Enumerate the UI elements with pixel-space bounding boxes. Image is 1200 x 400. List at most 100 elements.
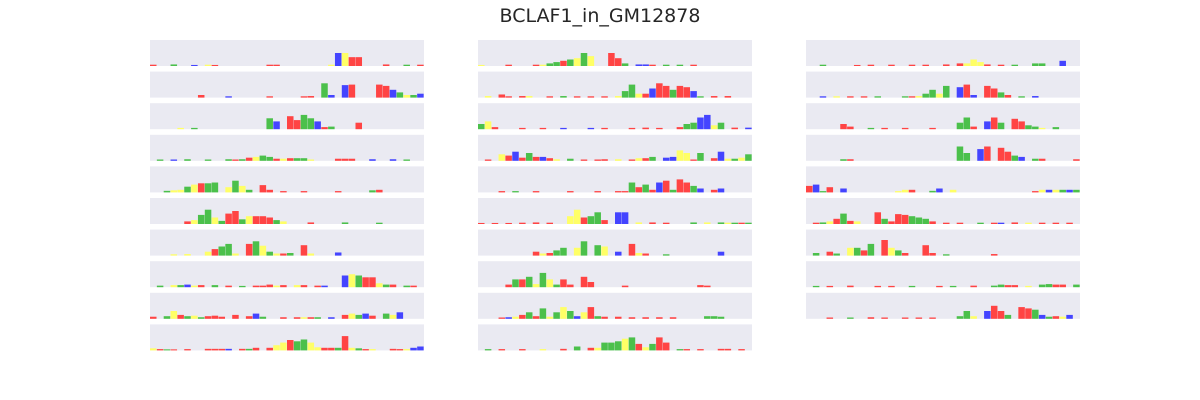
bar-A [211,182,219,193]
bar-T [498,191,506,193]
bar-T [280,285,287,288]
bar-T [929,221,936,224]
bar-T [615,58,622,66]
bar-C [184,284,191,288]
bar-G [546,316,554,319]
bar-C [505,317,512,319]
bar-T [806,185,813,193]
bar-T [642,317,649,319]
bar-A [396,92,404,98]
bar-A [608,342,615,351]
bar-T [628,317,636,319]
bar-T [280,191,287,193]
bar-T [498,349,506,351]
bar-T [252,216,260,224]
bar-G [573,58,581,66]
bar-C [1038,314,1046,319]
bar-T [594,191,601,193]
bar-T [642,127,649,130]
bar-C [1059,60,1066,66]
bar-G [403,95,410,98]
bar-G [573,247,581,256]
bar-T [321,347,328,351]
bar-A [239,159,246,161]
bar-A [662,64,670,66]
bar-T [608,53,615,66]
bar-G [601,246,608,256]
bar-A [546,63,554,66]
bar-C [642,64,649,66]
bar-G [204,251,212,256]
bar-A [573,346,581,351]
bar-A [867,127,875,130]
bar-C [1045,189,1053,193]
bar-T [970,126,977,130]
bar-T [683,182,691,193]
bar-T [341,158,349,161]
bar-T [601,159,608,161]
bar-A [901,96,909,98]
bar-A [1018,96,1025,98]
bar-A [956,122,964,130]
bar-A [478,124,485,130]
bar-T [184,221,191,224]
motif-panel [806,103,1080,130]
bar-A [1059,189,1066,193]
bar-G [389,314,397,319]
bar-G [738,157,745,161]
bar-T [731,127,738,130]
bar-A [403,285,410,288]
bar-A [819,191,827,193]
bar-G [888,247,895,256]
bar-T [232,314,239,319]
bar-G [847,247,854,256]
bar-A [1032,309,1039,319]
bar-C [704,114,711,130]
motif-panel [150,261,424,288]
bar-A [1011,64,1019,66]
bar-T [676,85,684,98]
bar-A [874,96,882,98]
motif-panel [806,166,1080,193]
bar-A [293,341,301,351]
bar-T [710,158,718,161]
bar-A [628,182,636,193]
bar-T [628,159,636,161]
bar-G [1025,222,1032,224]
bar-T [300,245,308,256]
bar-A [649,343,656,351]
bar-T [649,189,656,193]
bar-A [382,284,390,288]
bar-T [300,191,308,193]
motif-panel [806,40,1080,66]
bar-T [328,347,335,351]
bar-A [997,284,1005,288]
bar-T [738,349,745,351]
bar-T [259,185,267,193]
bar-A [710,316,718,319]
bar-G [280,342,287,351]
bar-T [369,315,376,319]
bar-T [245,243,253,256]
bar-G [560,307,567,319]
bar-G [307,253,315,256]
bar-A [197,214,205,224]
bar-C [191,64,198,66]
bar-G [936,93,943,98]
motif-panel [806,229,1080,256]
bar-G [170,254,178,256]
panel-background [478,166,752,193]
bar-T [901,214,909,224]
bar-C [621,212,629,224]
motif-panel [150,103,424,130]
bar-A [840,213,847,224]
bar-C [984,121,991,130]
bar-T [676,179,684,193]
bar-G [348,347,356,351]
bar-T [321,127,328,130]
bar-T [266,347,273,351]
bar-G [970,316,977,319]
bar-G [403,349,410,351]
bar-G [252,156,260,161]
bar-C [225,348,232,351]
